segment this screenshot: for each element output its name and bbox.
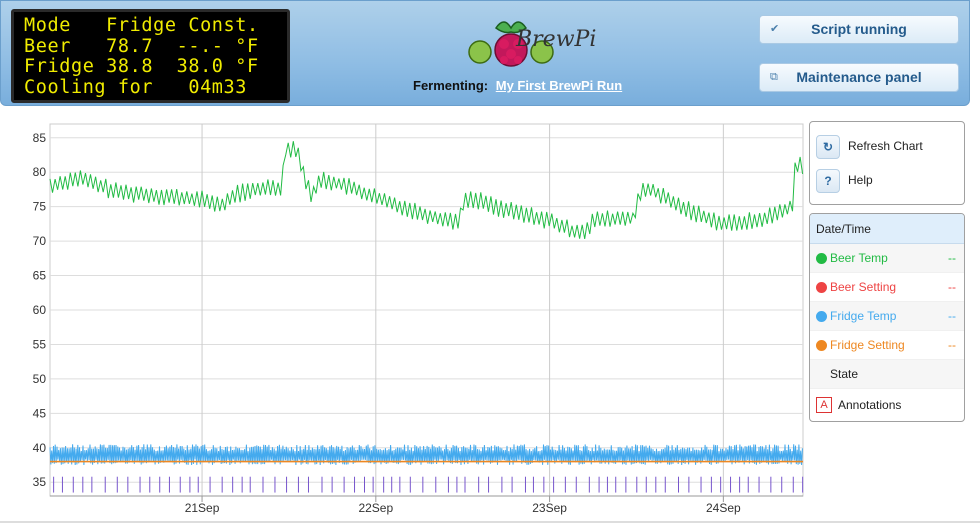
lcd-line-fridge: Fridge 38.8 38.0 °F [24, 56, 259, 77]
annotations-label: Annotations [838, 398, 902, 412]
maintenance-panel-label: Maintenance panel [796, 69, 922, 85]
raspberry-logo-icon [468, 21, 554, 67]
y-tick-label: 35 [33, 475, 47, 489]
y-tick-label: 50 [33, 372, 47, 386]
lcd-line-beer: Beer 78.7 --.- °F [24, 35, 259, 57]
lcd-line-status: Cooling for 04m33 [24, 76, 248, 98]
x-tick-label: 23Sep [532, 501, 567, 515]
legend-datetime: Date/Time [810, 214, 964, 244]
legend-label: State [830, 367, 859, 381]
y-tick-label: 85 [33, 131, 47, 145]
y-tick-label: 70 [33, 234, 47, 248]
refresh-chart-button[interactable]: ↻ Refresh Chart [816, 133, 966, 159]
script-running-label: Script running [811, 21, 907, 37]
legend-item-state[interactable]: State [810, 360, 964, 389]
chart-controls: ↻ Refresh Chart ? Help [809, 121, 965, 205]
legend-dot-icon [816, 282, 827, 293]
legend-value: -- [948, 251, 956, 265]
help-icon: ? [816, 168, 840, 193]
legend-item-fridge-setting[interactable]: Fridge Setting -- [810, 331, 964, 360]
y-tick-label: 45 [33, 406, 47, 420]
legend-value: -- [948, 280, 956, 294]
beer-name-link[interactable]: My First BrewPi Run [495, 78, 623, 93]
legend-value: -- [948, 309, 956, 323]
legend-label: Fridge Setting [830, 338, 905, 352]
temperature-chart[interactable]: 35 40 45 50 55 60 65 70 75 80 85 21Sep 22Sep 23Sep 24S… [0, 120, 810, 531]
legend-dot-icon [816, 340, 827, 351]
fermenting-label: Fermenting: [413, 78, 489, 93]
chart-legend: Date/Time Beer Temp -- Beer Setting -- Fridg… [809, 213, 965, 422]
legend-item-beer-setting[interactable]: Beer Setting -- [810, 273, 964, 302]
legend-label: Beer Setting [830, 280, 897, 294]
legend-dot-icon [816, 253, 827, 264]
legend-item-beer-temp[interactable]: Beer Temp -- [810, 244, 964, 273]
help-label: Help [848, 173, 873, 187]
y-tick-label: 75 [33, 200, 47, 214]
y-tick-label: 60 [33, 303, 47, 317]
x-tick-label: 22Sep [358, 501, 393, 515]
check-icon: ✔ [770, 23, 780, 35]
fermenting-status: Fermenting: My First BrewPi Run [413, 78, 622, 93]
brand-name: BrewPi [516, 27, 597, 52]
help-button[interactable]: ? Help [816, 167, 966, 193]
legend-item-fridge-temp[interactable]: Fridge Temp -- [810, 302, 964, 331]
header-bar: Mode Fridge Const. Beer 78.7 --.- °F Fri… [0, 0, 970, 106]
x-tick-label: 21Sep [185, 501, 220, 515]
legend-annotations-toggle[interactable]: A Annotations [810, 389, 964, 421]
annotations-icon: A [816, 397, 832, 413]
legend-dot-icon [816, 311, 827, 322]
lcd-line-mode: Mode Fridge Const. [24, 15, 259, 36]
maintenance-panel-button[interactable]: ⧉ Maintenance panel [759, 63, 959, 92]
page-divider [0, 521, 980, 523]
refresh-chart-label: Refresh Chart [848, 139, 923, 153]
y-tick-label: 65 [33, 269, 47, 283]
y-tick-label: 55 [33, 337, 47, 351]
legend-label: Fridge Temp [830, 309, 897, 323]
y-tick-label: 40 [33, 441, 47, 455]
lcd-display: Mode Fridge Const. Beer 78.7 --.- °F Fri… [11, 9, 290, 103]
refresh-icon: ↻ [816, 134, 840, 159]
script-running-button[interactable]: ✔ Script running [759, 15, 959, 44]
window-icon: ⧉ [770, 71, 778, 83]
series-beer-temp-line [49, 141, 804, 239]
legend-rows: Beer Temp -- Beer Setting -- Fridge Temp -- Fr… [810, 244, 964, 389]
legend-label: Beer Temp [830, 251, 888, 265]
chart-canvas[interactable]: 35 40 45 50 55 60 65 70 75 80 85 21Sep 22Sep 23Sep 24S… [0, 120, 810, 520]
y-tick-label: 80 [33, 165, 47, 179]
x-tick-label: 24Sep [706, 501, 741, 515]
legend-value: -- [948, 338, 956, 352]
